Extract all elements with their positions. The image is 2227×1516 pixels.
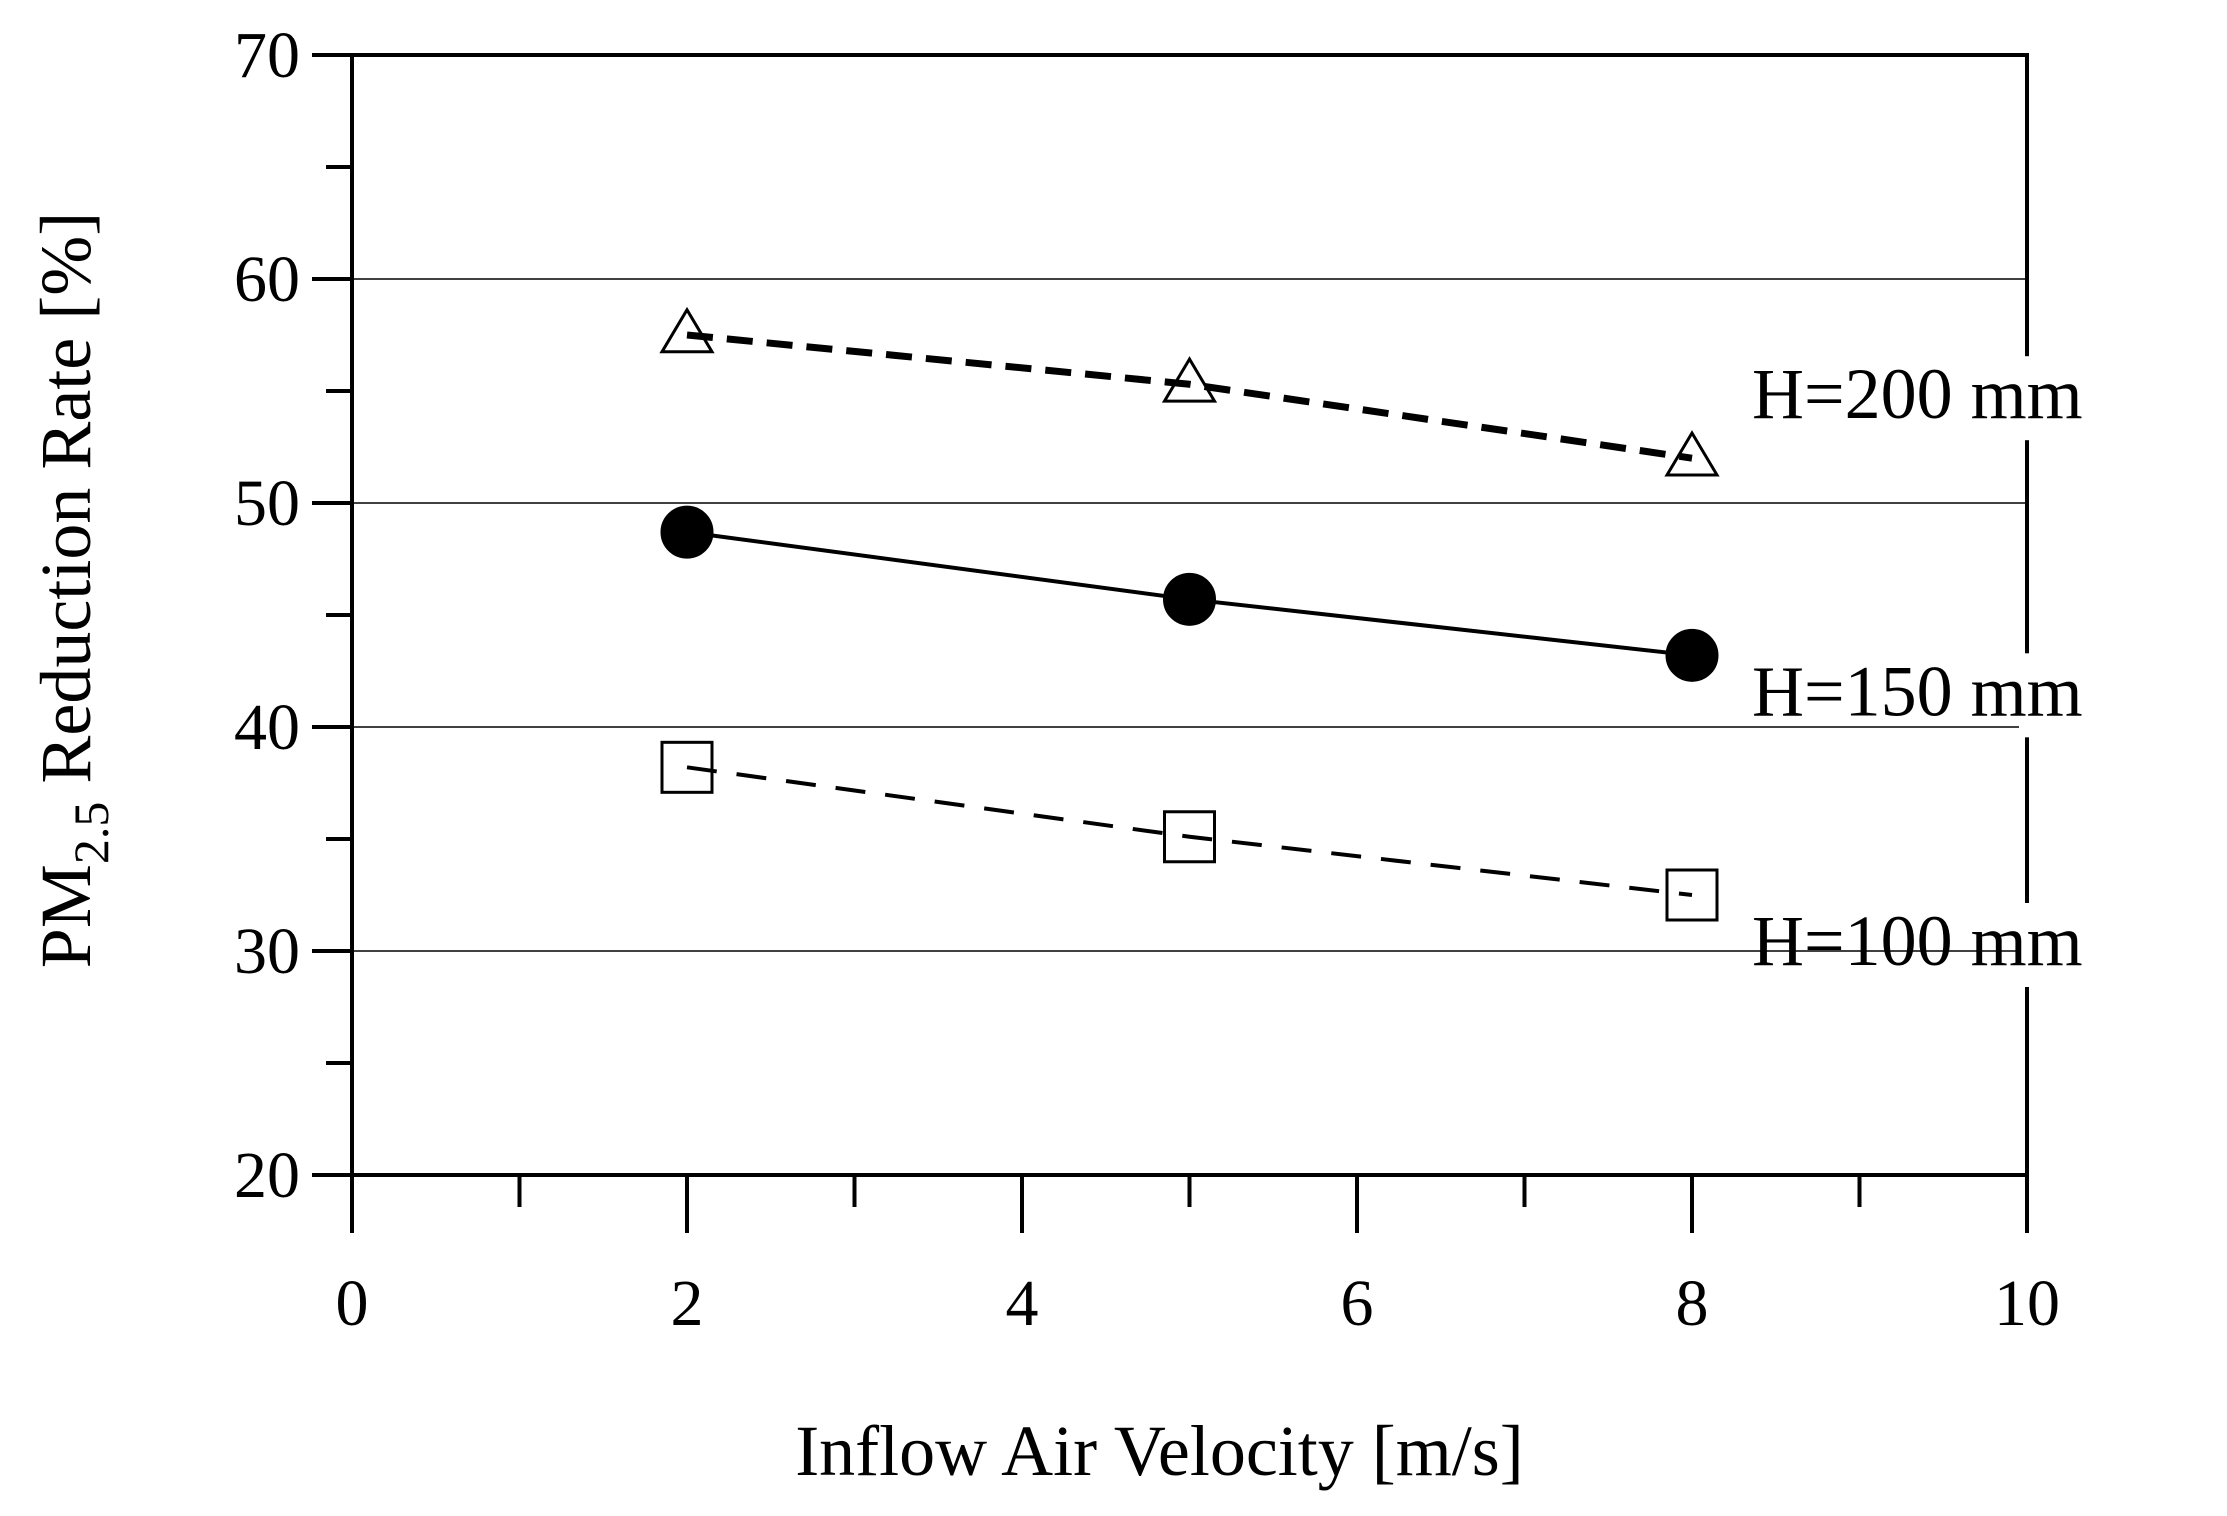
data-point-5	[1161, 356, 1218, 403]
y-tick-label-40: 40	[234, 691, 300, 764]
x-tick-label-6: 6	[1341, 1267, 1374, 1340]
series	[659, 306, 1720, 922]
x-tick-label-4: 4	[1006, 1267, 1039, 1340]
series-label: H=200 mm	[1752, 354, 2083, 434]
y-axis-title-rest: Reduction Rate [%]	[26, 212, 106, 802]
series-line	[686, 331, 1693, 462]
gridlines	[352, 278, 2027, 952]
data-point-8	[1665, 628, 1719, 682]
data-point-5	[1163, 810, 1216, 864]
x-tick-label-0: 0	[336, 1267, 369, 1340]
y-tick-label-70: 70	[234, 19, 300, 92]
series-line	[686, 765, 1693, 897]
data-point-5	[1163, 572, 1216, 626]
y-tick-label-50: 50	[234, 467, 300, 540]
data-point-2	[660, 740, 714, 794]
x-tick-label-8: 8	[1676, 1267, 1709, 1340]
series-label-backdrop	[2019, 653, 2035, 738]
series-labels: H=200 mm H=150 mm H=100 mm	[1752, 354, 2083, 987]
y-tick-label-30: 30	[234, 915, 300, 988]
data-point-2	[660, 505, 714, 559]
x-tick-label-2: 2	[671, 1267, 704, 1340]
x-axis-title: Inflow Air Velocity [m/s]	[795, 1411, 1524, 1491]
series-label: H=100 mm	[1752, 901, 2083, 981]
y-tick-label-20: 20	[234, 1139, 300, 1212]
series-h-200-mm	[659, 306, 1720, 477]
data-point-2	[659, 306, 715, 354]
series-label: H=150 mm	[1752, 651, 2083, 731]
series-h-100-mm	[660, 740, 1719, 922]
series-h-150-mm	[660, 505, 1719, 682]
y-axis-title-main: PM	[26, 864, 106, 968]
x-tick-label-10: 10	[1994, 1267, 2060, 1340]
y-axis-title-subscript: 2.5	[63, 802, 119, 865]
series-label-backdrop	[2019, 903, 2035, 987]
data-point-8	[1665, 868, 1719, 922]
y-tick-label-60: 60	[234, 243, 300, 316]
y-axis-title: PM2.5 Reduction Rate [%]	[26, 212, 119, 968]
ticks: 20 30 40 50 60 70 0 2 4 6 8 10	[234, 19, 2060, 1340]
data-point-8	[1664, 430, 1720, 477]
series-label-backdrop	[2019, 356, 2035, 441]
